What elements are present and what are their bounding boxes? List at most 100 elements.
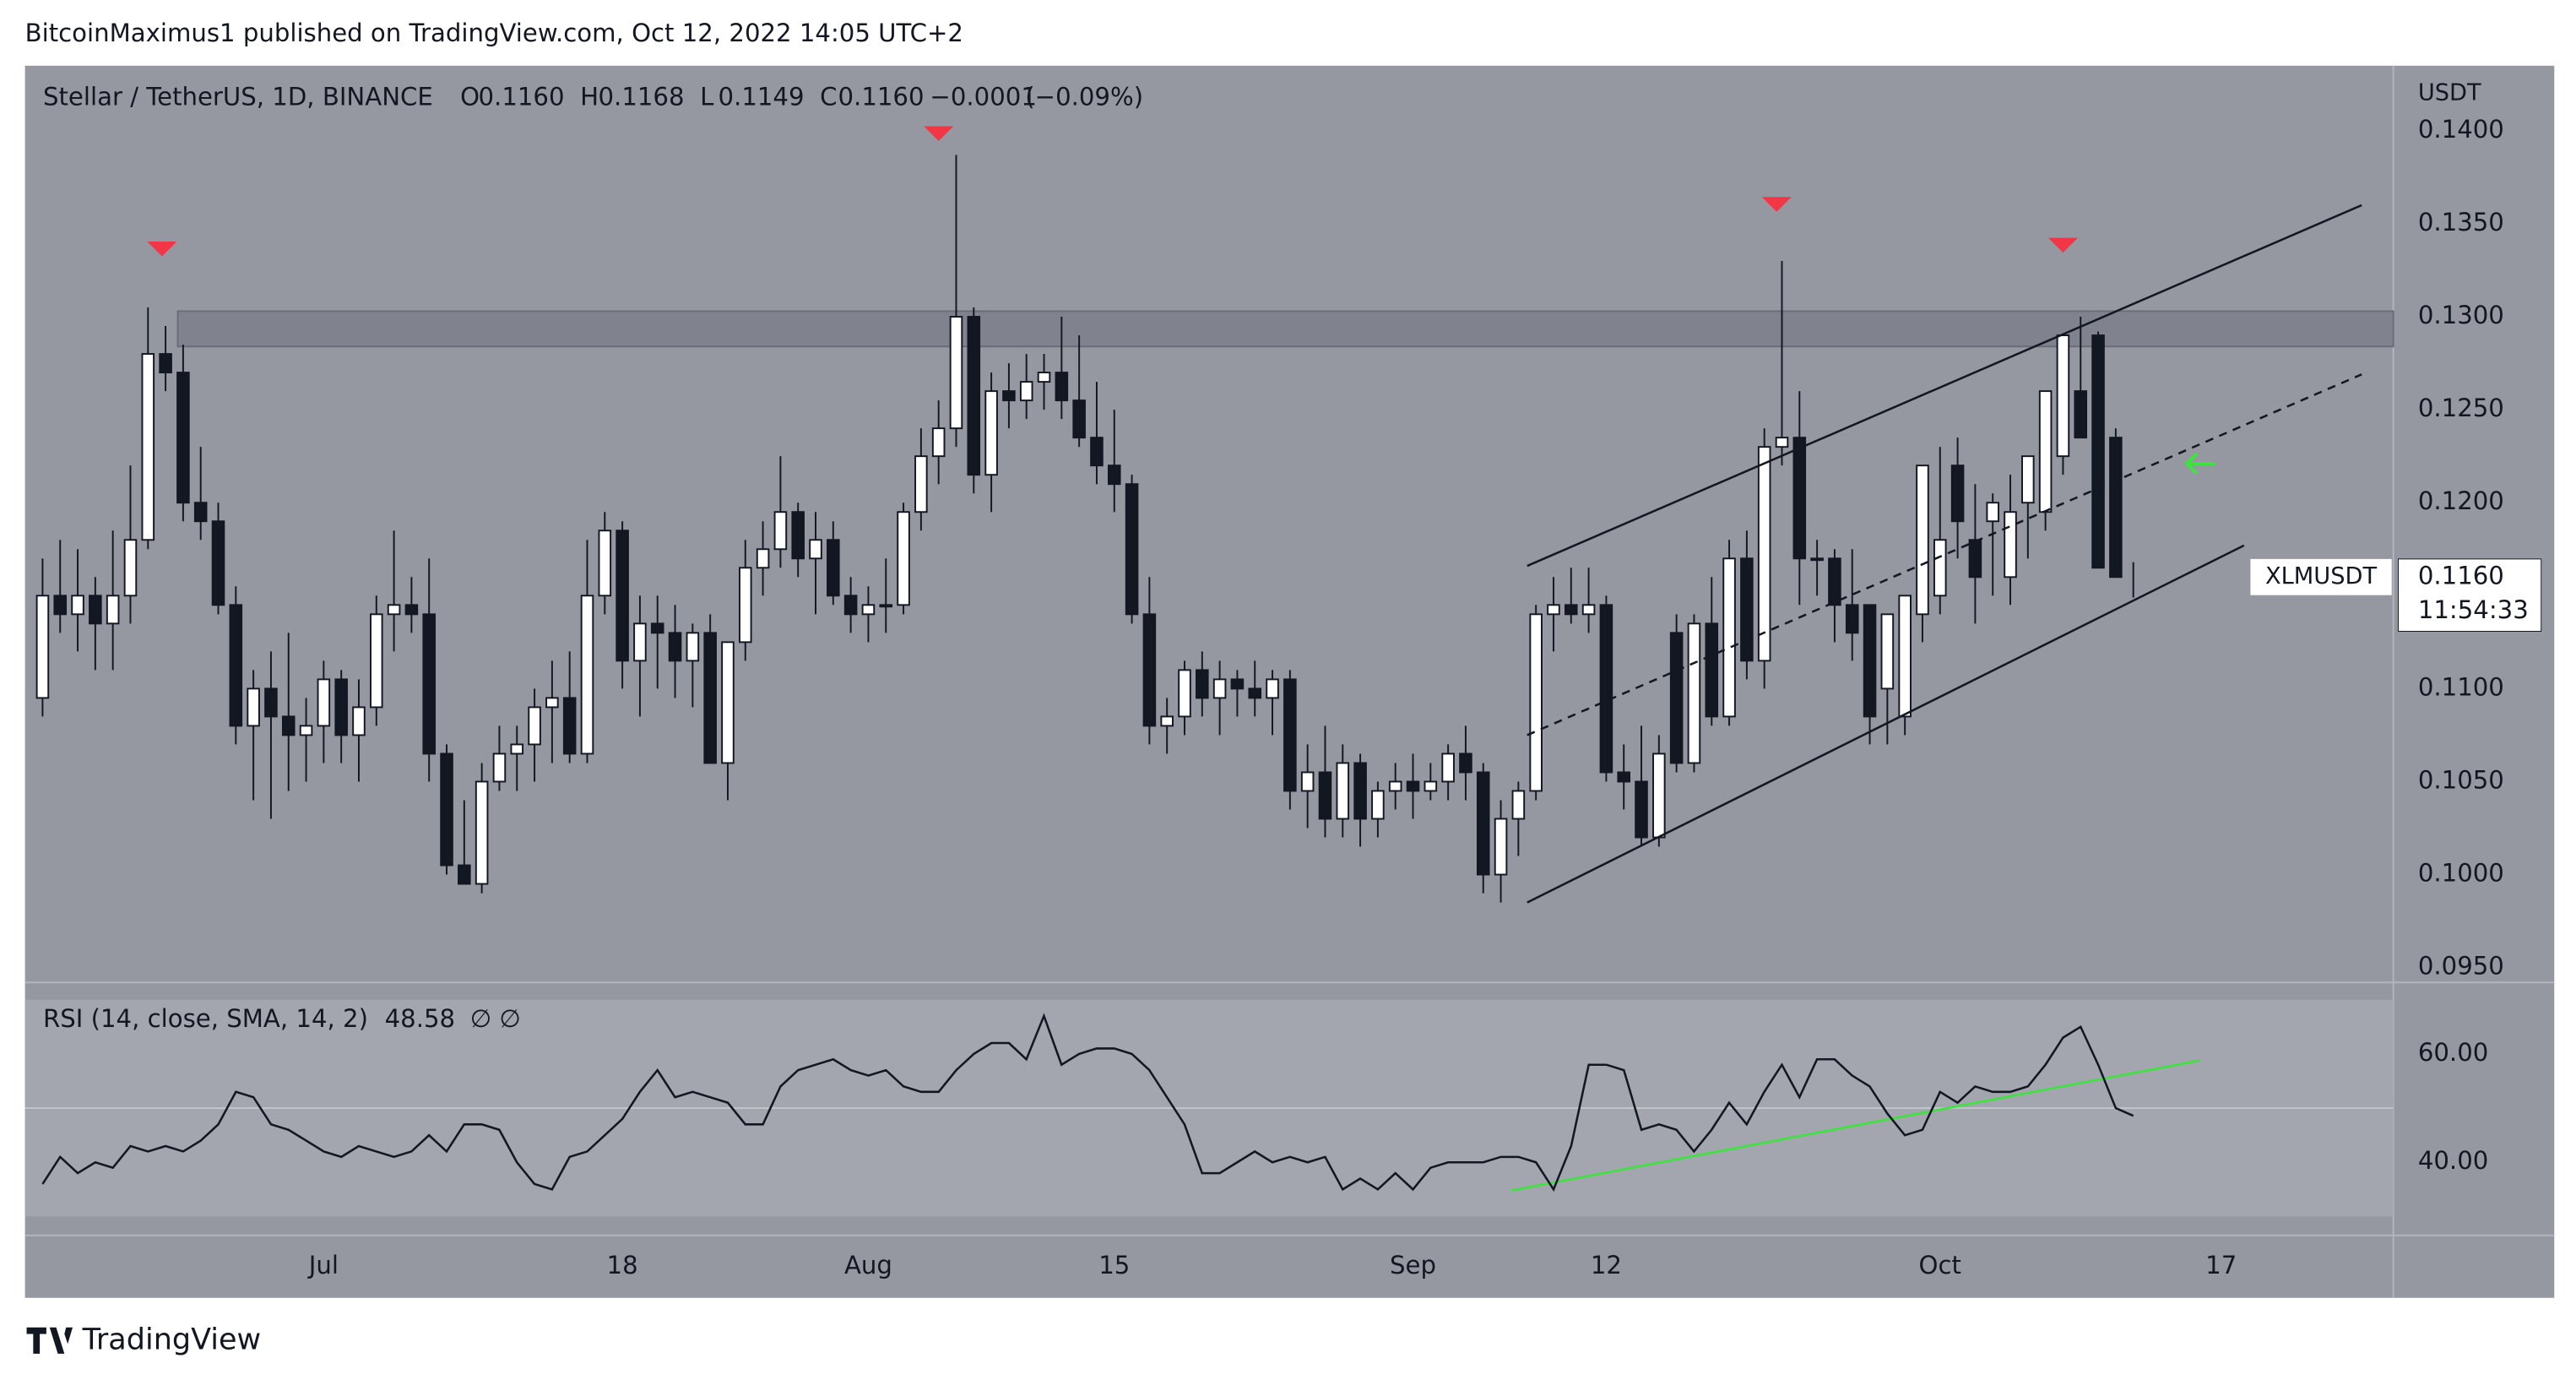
candle-body [809,539,822,560]
candle-body [1107,465,1121,486]
candle-body [387,604,401,616]
candle-body [299,725,313,736]
top-marker [1761,197,1792,212]
candle-body [176,372,190,504]
brand: TradingView [82,1323,261,1356]
candle-body [123,539,138,597]
candle-body [1142,613,1157,727]
price-tag-symbol: XLMUSDT [2265,563,2377,589]
candle-body [1511,790,1526,820]
candle-body [404,604,419,616]
channel-line [1527,373,2362,736]
candle-body [422,613,436,755]
candle-body [1652,752,1666,839]
candle-body [843,595,858,616]
candle-body [2074,390,2088,439]
candle-body [1950,465,1965,523]
candle-body [861,604,876,616]
candle-body [1722,557,1736,718]
candle-body [334,678,348,736]
change-pct: (−0.09%) [1025,83,1143,111]
rsi-label: RSI (14, close, SMA, 14, 2) [43,1004,368,1033]
y-tick-label: 0.0950 [2418,952,2504,981]
rsi-flags: ∅ ∅ [470,1004,521,1033]
candle-body [247,687,260,727]
candle-body [317,678,331,727]
candle-body [1669,632,1684,764]
candle-body [1968,539,1982,579]
candle-body [1898,595,1912,718]
candle-body [1476,771,1490,876]
candle-body [229,604,243,727]
candle-body [211,520,225,606]
candle-body [475,780,489,885]
candle-body [703,632,717,764]
price-tag-bg [2250,558,2392,595]
candle-body [1828,557,1841,606]
candle-body [89,595,102,625]
candle-body [1565,604,1578,616]
ohlc-key: C [820,83,837,111]
candle-body [1635,780,1648,839]
candle-body [1441,752,1455,783]
candle-body [1283,678,1297,792]
candle-body [1090,437,1104,467]
y-tick-label: 0.1000 [2418,859,2504,888]
candle-body [1986,502,1999,523]
candle-body [879,604,893,608]
candle-body [616,530,629,662]
candle-body [1845,604,1859,634]
candle-body [106,595,120,625]
candle-body [1740,557,1754,662]
y-tick-label: 0.1300 [2418,301,2504,329]
candle-body [791,511,805,560]
ohlc-value: 0.1160 [838,83,925,111]
candle-body [2109,437,2123,579]
top-marker [2047,237,2078,253]
candle-body [1916,465,1929,616]
ohlc-key: H [580,83,599,111]
price-tag-box [2397,558,2542,632]
candle-body [580,595,594,755]
x-tick-label: 17 [2205,1251,2237,1279]
top-marker [147,242,177,257]
candle-body [370,613,383,709]
candle-body [949,316,963,430]
candle-body [440,752,453,867]
candle-body [1775,437,1789,448]
candle-body [931,427,946,458]
y-axis-label: USDT [2418,79,2481,106]
candle-body [35,595,50,699]
candle-body [756,548,770,569]
y-tick-label: 0.1100 [2418,672,2504,701]
candle-body [1160,715,1174,727]
candle-body [1212,678,1227,699]
candle-body [1424,780,1438,792]
candle-body [1371,790,1385,820]
ohlc-value: 0.1168 [598,83,684,111]
candle-body [827,539,840,597]
candle-body [686,632,700,662]
candle-body [1002,390,1016,402]
candle-body [1581,604,1596,616]
candle-body [668,632,682,662]
candle-body [1705,622,1719,718]
candle-body [738,567,752,644]
candle-body [773,511,788,551]
channel-line [1527,204,2362,568]
candle-body [2038,390,2053,513]
candle-body [1687,622,1701,764]
candle-body [281,715,296,736]
candle-body [1880,613,1895,690]
candle-body [1810,557,1824,562]
x-tick-label: 15 [1098,1251,1130,1279]
x-tick-label: 12 [1591,1251,1622,1279]
candle-body [159,353,172,374]
candle-body [1178,669,1191,718]
x-tick-label: Sep [1390,1251,1436,1279]
ohlc-key: L [700,83,714,111]
candle-body [1125,483,1139,616]
candle-body [1757,446,1771,662]
